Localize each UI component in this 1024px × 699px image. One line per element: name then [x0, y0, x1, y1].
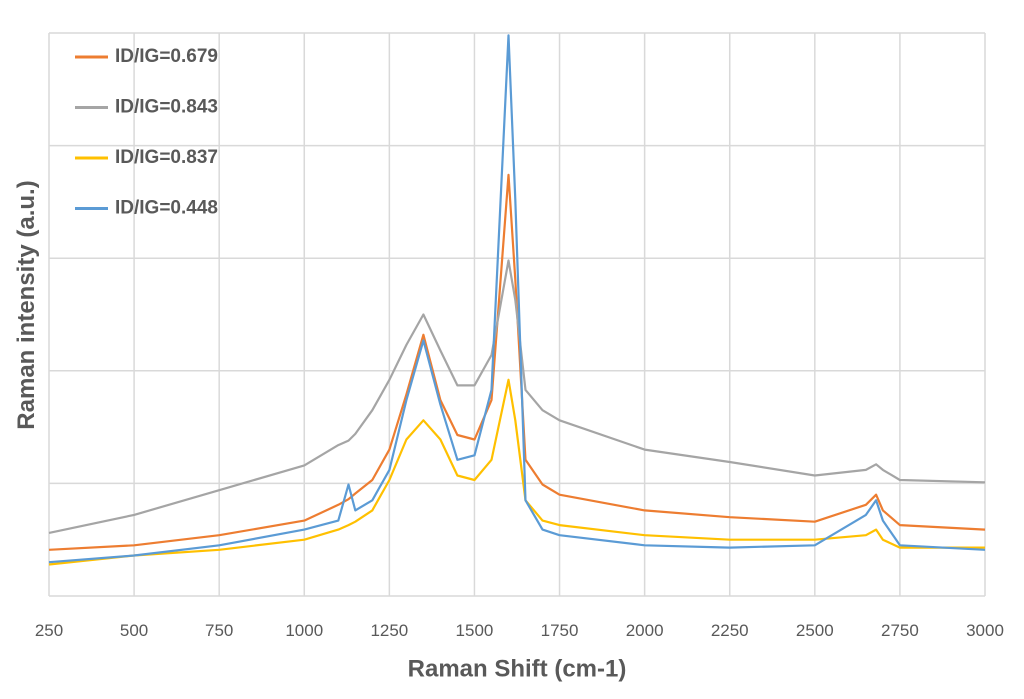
legend-label: ID/IG=0.448 [115, 198, 218, 219]
legend-label: ID/IG=0.837 [115, 147, 218, 168]
x-tick-label: 250 [35, 621, 63, 640]
x-tick-label: 1000 [285, 621, 323, 640]
x-tick-label: 750 [205, 621, 233, 640]
x-tick-label: 500 [120, 621, 148, 640]
data-line [48, 378, 985, 566]
x-tick-label: 1500 [456, 621, 494, 640]
x-tick-label: 2750 [881, 621, 919, 640]
x-tick-label: 2000 [626, 621, 664, 640]
x-tick-label: 1750 [541, 621, 579, 640]
x-axis-title: Raman Shift (cm-1) [408, 655, 627, 682]
data-line [48, 34, 986, 564]
y-axis-title: Raman intensity (a.u.) [13, 180, 40, 429]
x-tick-label: 2250 [711, 621, 749, 640]
x-tick-label: 3000 [966, 621, 1004, 640]
legend-label: ID/IG=0.843 [115, 97, 218, 118]
x-tick-label: 2500 [796, 621, 834, 640]
x-tick-label: 1250 [370, 621, 408, 640]
legend-label: ID/IG=0.679 [115, 46, 218, 67]
data-line [48, 259, 986, 534]
